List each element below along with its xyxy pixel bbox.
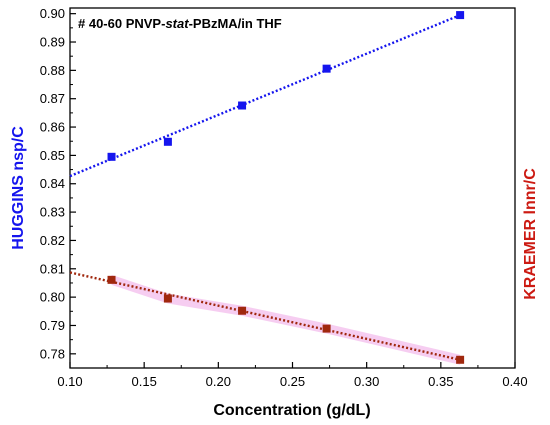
x-tick-label: 0.35 [428, 374, 453, 389]
y-tick-label: 0.86 [40, 120, 65, 135]
kraemer-fit-line [69, 271, 461, 361]
y-tick-label: 0.82 [40, 233, 65, 248]
x-tick-label: 0.10 [57, 374, 82, 389]
y-axis-title-left: HUGGINS nsp/C [10, 126, 27, 250]
plot-frame [69, 7, 516, 369]
kraemer-data-point [322, 324, 331, 333]
axis-ticks: 0.10 0.15 0.20 0.25 0.30 0.35 0.40 0.78 0.79 0.80… [40, 6, 528, 389]
x-tick-label: 0.15 [132, 374, 157, 389]
inset-title-part-3: -PBzMA/in THF [189, 16, 282, 31]
data-points [107, 11, 465, 364]
huggins-data-point [163, 137, 172, 146]
y-tick-label: 0.88 [40, 63, 65, 78]
x-tick-label: 0.40 [502, 374, 527, 389]
x-tick-label: 0.20 [206, 374, 231, 389]
y-tick-label: 0.85 [40, 148, 65, 163]
y-tick-label: 0.84 [40, 176, 65, 191]
kraemer-data-point [238, 306, 247, 315]
x-tick-label: 0.25 [280, 374, 305, 389]
inset-title: # 40-60 PNVP-stat-PBzMA/in THF [78, 16, 282, 31]
y-tick-label: 0.87 [40, 91, 65, 106]
inset-title-part-1: # 40-60 PNVP- [78, 16, 165, 31]
inset-title-part-2: stat [165, 16, 189, 31]
y-tick-label: 0.81 [40, 261, 65, 276]
y-tick-label: 0.79 [40, 318, 65, 333]
y-tick-label: 0.89 [40, 35, 65, 50]
y-axis-title-right: KRAEMER lnnr/C [522, 168, 539, 300]
huggins-data-point [107, 152, 116, 161]
kraemer-data-point [456, 355, 465, 364]
kraemer-data-point [163, 294, 172, 303]
kraemer-error-band [111, 274, 461, 365]
huggins-fit-line [69, 13, 461, 178]
huggins-data-point [456, 11, 465, 20]
huggins-data-point [238, 101, 247, 110]
y-tick-label: 0.78 [40, 346, 65, 361]
y-tick-label: 0.80 [40, 290, 65, 305]
x-axis-title: Concentration (g/dL) [213, 402, 370, 419]
fit-lines [69, 13, 461, 365]
y-tick-label: 0.83 [40, 205, 65, 220]
y-tick-label: 0.90 [40, 6, 65, 21]
x-tick-label: 0.30 [354, 374, 379, 389]
kraemer-data-point [107, 275, 116, 284]
huggins-data-point [322, 64, 331, 73]
